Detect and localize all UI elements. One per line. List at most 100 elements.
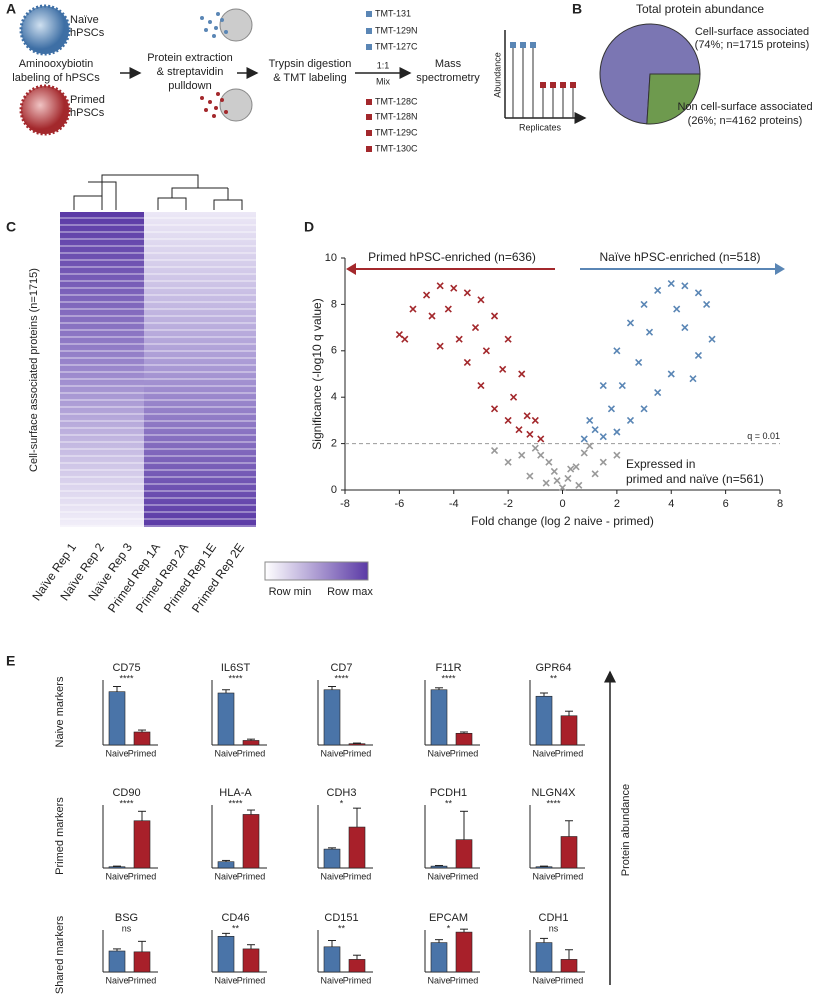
- data-point: [667, 279, 675, 288]
- x-tick-label: Primed: [555, 871, 584, 881]
- data-point: [564, 474, 572, 482]
- data-point: [509, 393, 518, 401]
- x-tick-label: Naive: [532, 975, 555, 985]
- data-point: [703, 300, 711, 308]
- x-tick-label: Naive: [214, 975, 237, 985]
- tmt-label: TMT-128N: [375, 111, 418, 121]
- step-label: pulldown: [168, 80, 211, 92]
- significance: **: [445, 798, 453, 808]
- axis-label: Replicates: [519, 122, 562, 132]
- chart-title: HLA-A: [219, 787, 252, 799]
- x-tick-label: Naive: [105, 871, 128, 881]
- data-point: [575, 481, 583, 489]
- step-label: Trypsin digestion: [269, 58, 352, 70]
- data-point: [572, 463, 580, 471]
- data-point: [586, 416, 594, 424]
- bar: [535, 942, 553, 973]
- bar: [560, 715, 578, 746]
- x-tick-label: Primed: [128, 871, 157, 881]
- data-point: [681, 282, 689, 290]
- data-point: [531, 444, 539, 452]
- data-point: [558, 484, 567, 492]
- annotation: Naïve hPSC-enriched (n=518): [599, 250, 760, 264]
- bar: [323, 848, 341, 869]
- data-point: [613, 451, 621, 459]
- pie-value-label: (26%; n=4162 proteins): [688, 115, 803, 127]
- data-point: [526, 472, 534, 480]
- bar: [560, 959, 578, 973]
- axis-label: Cell-surface associated proteins (n=1715…: [28, 268, 40, 472]
- significance: ns: [122, 923, 132, 933]
- data-point: [490, 405, 499, 413]
- y-tick-label: 2: [331, 438, 337, 450]
- data-point: [537, 451, 545, 459]
- tmt-label: TMT-128C: [375, 96, 418, 106]
- mix-label: 1:1: [377, 60, 390, 70]
- step-label: Mass: [435, 58, 462, 70]
- bar: [108, 866, 126, 869]
- data-point: [401, 335, 409, 343]
- data-point: [626, 416, 635, 424]
- panel-label: A: [6, 1, 16, 17]
- data-point: [599, 433, 607, 441]
- x-tick-label: Primed: [237, 748, 266, 758]
- data-point: [599, 382, 607, 390]
- bar: [430, 865, 448, 869]
- data-point: [645, 328, 654, 336]
- arrowhead: [775, 263, 785, 275]
- chart-title: IL6ST: [221, 662, 251, 674]
- data-point: [673, 305, 681, 313]
- step-label: Aminooxybiotin: [19, 58, 94, 70]
- x-axis-title: Fold change (log 2 naive - primed): [471, 514, 654, 528]
- x-tick-label: Naive: [532, 871, 555, 881]
- x-tick-label: Primed: [450, 975, 479, 985]
- y-axis-title: Significance (-log10 q value): [310, 298, 324, 449]
- heatmap-texture: [116, 212, 144, 527]
- data-point: [490, 312, 499, 320]
- heatmap: [73, 174, 369, 581]
- x-tick-label: Primed: [237, 871, 266, 881]
- bar: [242, 740, 260, 746]
- x-tick-label: 2: [614, 498, 620, 510]
- significance: ****: [546, 798, 561, 808]
- x-tick-label: -2: [503, 498, 513, 510]
- data-point: [545, 458, 553, 466]
- bar: [242, 948, 260, 973]
- data-point: [455, 335, 463, 343]
- data-point: [542, 479, 550, 487]
- cell-label: Primed: [70, 94, 105, 106]
- data-point: [450, 284, 458, 292]
- x-tick-label: Naive: [532, 748, 555, 758]
- x-tick-label: -6: [394, 498, 404, 510]
- bar: [133, 820, 151, 869]
- bar: [323, 946, 341, 973]
- tmt-label: TMT-129N: [375, 25, 418, 35]
- data-point: [537, 435, 545, 443]
- chart-title: CDH3: [327, 787, 357, 799]
- significance: ****: [334, 673, 349, 683]
- chart-title: CD75: [112, 662, 140, 674]
- bar: [323, 689, 341, 746]
- data-point: [580, 449, 588, 457]
- pie-label: Cell-surface associated: [695, 26, 809, 38]
- y-tick-label: 8: [331, 298, 337, 310]
- y-tick-label: 6: [331, 345, 337, 357]
- chart-title: CDH1: [539, 912, 569, 924]
- bar: [455, 732, 473, 746]
- x-tick-label: 6: [723, 498, 729, 510]
- bar: [217, 935, 235, 973]
- data-point: [618, 382, 626, 390]
- y-tick-label: 4: [331, 391, 337, 403]
- data-point: [463, 358, 471, 366]
- data-point: [613, 428, 621, 436]
- data-point: [395, 330, 403, 339]
- x-tick-label: Naive: [105, 975, 128, 985]
- row-label: Primed markers: [54, 797, 66, 875]
- x-tick-label: Primed: [128, 975, 157, 985]
- significance: **: [232, 923, 240, 933]
- arrowhead: [346, 263, 356, 275]
- colorbar-label: Row max: [327, 586, 373, 598]
- data-point: [654, 388, 662, 397]
- x-tick-label: 0: [559, 498, 565, 510]
